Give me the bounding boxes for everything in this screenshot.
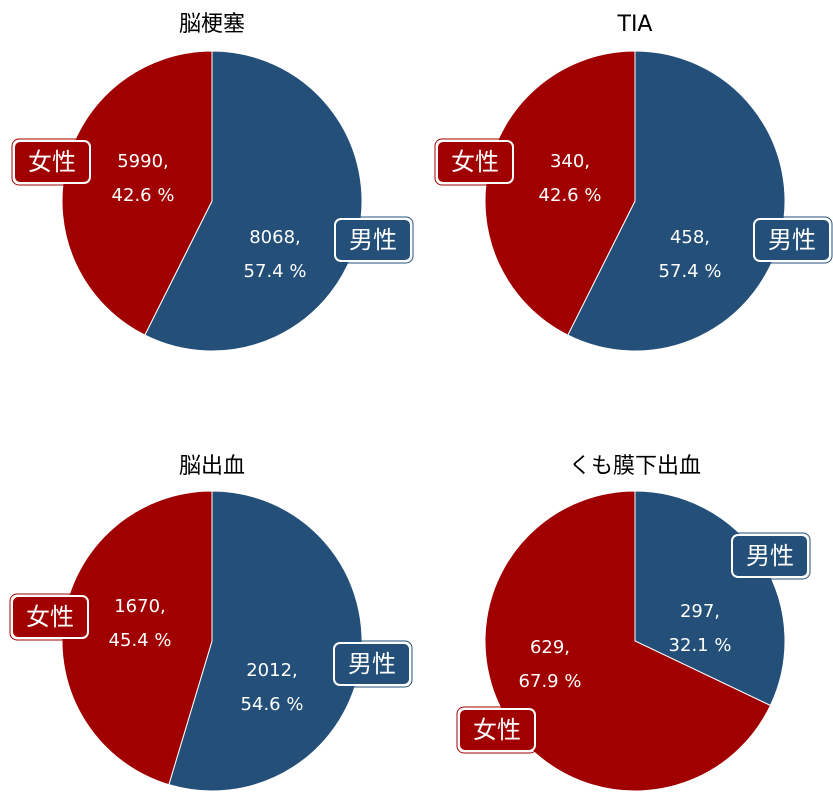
category-box: [333, 642, 411, 686]
percent-label: 32.1 %: [669, 635, 732, 656]
value-label: 1670,: [114, 596, 166, 617]
category-box: [11, 595, 89, 639]
value-label: 629,: [530, 637, 570, 658]
category-box-outline: [729, 532, 811, 580]
category-box-outline: [11, 138, 93, 186]
category-label: 女性: [451, 148, 499, 176]
percent-label: 57.4 %: [244, 261, 307, 282]
category-label: 女性: [28, 148, 76, 176]
category-box: [13, 140, 91, 184]
category-label: 男性: [349, 226, 397, 254]
value-label: 458,: [670, 227, 710, 248]
value-label: 8068,: [249, 227, 301, 248]
category-box: [753, 218, 831, 262]
category-label: 女性: [473, 716, 521, 744]
category-box-outline: [331, 640, 413, 688]
percent-label: 42.6 %: [539, 185, 602, 206]
category-label: 男性: [746, 542, 794, 570]
category-label: 男性: [768, 226, 816, 254]
category-box-outline: [456, 706, 538, 754]
category-label: 男性: [348, 650, 396, 678]
category-box-outline: [434, 138, 516, 186]
chart-title: くも膜下出血: [569, 454, 701, 479]
chart-title: 脳梗塞: [179, 12, 245, 37]
category-box: [458, 708, 536, 752]
category-box: [731, 534, 809, 578]
chart-title: 脳出血: [179, 454, 245, 479]
percent-label: 42.6 %: [112, 185, 175, 206]
category-box: [436, 140, 514, 184]
percent-label: 54.6 %: [241, 694, 304, 715]
value-label: 2012,: [246, 660, 298, 681]
category-box-outline: [9, 593, 91, 641]
value-label: 340,: [550, 151, 590, 172]
chart-title: TIA: [617, 12, 653, 37]
value-label: 5990,: [117, 151, 169, 172]
percent-label: 67.9 %: [519, 671, 582, 692]
category-label: 女性: [26, 603, 74, 631]
category-box: [334, 218, 412, 262]
category-box-outline: [751, 216, 833, 264]
percent-label: 45.4 %: [109, 630, 172, 651]
value-label: 297,: [680, 601, 720, 622]
category-box-outline: [332, 216, 414, 264]
percent-label: 57.4 %: [659, 261, 722, 282]
